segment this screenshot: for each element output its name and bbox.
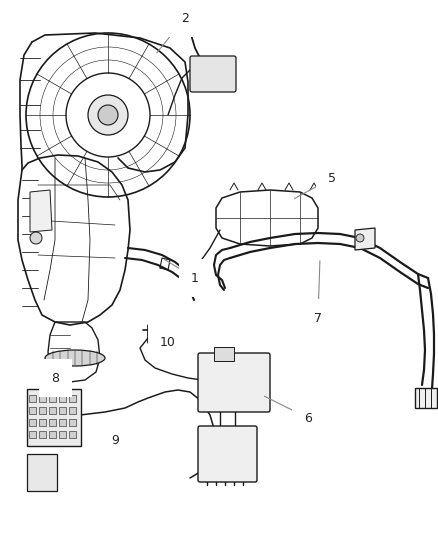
FancyBboxPatch shape (28, 407, 35, 414)
FancyBboxPatch shape (190, 56, 236, 92)
FancyBboxPatch shape (49, 431, 56, 438)
FancyBboxPatch shape (59, 407, 66, 414)
Polygon shape (415, 388, 437, 408)
Text: 6: 6 (304, 411, 312, 424)
FancyBboxPatch shape (28, 418, 35, 425)
FancyBboxPatch shape (198, 353, 270, 412)
Circle shape (182, 17, 198, 33)
Text: 5: 5 (328, 172, 336, 184)
FancyBboxPatch shape (49, 394, 56, 401)
FancyBboxPatch shape (68, 418, 75, 425)
FancyBboxPatch shape (68, 407, 75, 414)
FancyBboxPatch shape (49, 407, 56, 414)
FancyBboxPatch shape (59, 431, 66, 438)
Circle shape (356, 234, 364, 242)
FancyBboxPatch shape (28, 394, 35, 401)
Circle shape (98, 105, 118, 125)
FancyBboxPatch shape (49, 418, 56, 425)
Polygon shape (355, 228, 375, 250)
FancyBboxPatch shape (39, 394, 46, 401)
Text: 10: 10 (160, 335, 176, 349)
FancyBboxPatch shape (28, 431, 35, 438)
Circle shape (88, 95, 128, 135)
Circle shape (30, 232, 42, 244)
FancyBboxPatch shape (214, 347, 234, 361)
Ellipse shape (45, 350, 105, 366)
Text: 1: 1 (191, 271, 199, 285)
Text: 7: 7 (314, 311, 322, 325)
Text: 9: 9 (111, 433, 119, 447)
FancyBboxPatch shape (198, 426, 257, 482)
FancyBboxPatch shape (39, 407, 46, 414)
FancyBboxPatch shape (39, 418, 46, 425)
Text: 8: 8 (51, 372, 59, 384)
FancyBboxPatch shape (27, 389, 81, 446)
FancyBboxPatch shape (68, 431, 75, 438)
Text: 2: 2 (181, 12, 189, 25)
FancyBboxPatch shape (59, 394, 66, 401)
Polygon shape (30, 190, 52, 232)
FancyBboxPatch shape (59, 418, 66, 425)
FancyBboxPatch shape (39, 431, 46, 438)
FancyBboxPatch shape (68, 394, 75, 401)
FancyBboxPatch shape (27, 454, 57, 491)
